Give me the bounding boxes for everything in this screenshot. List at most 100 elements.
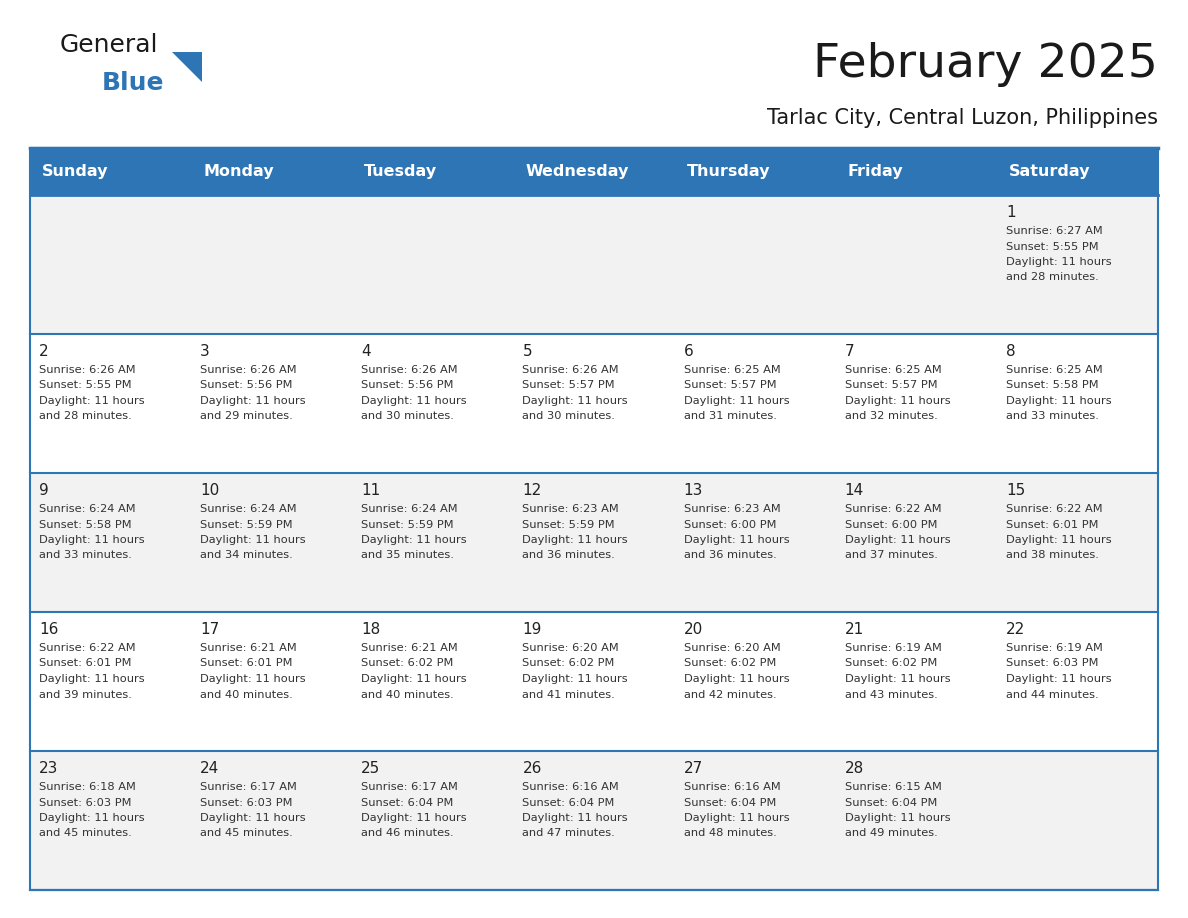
Text: and 36 minutes.: and 36 minutes. [523,551,615,561]
Text: 28: 28 [845,761,864,776]
Text: 10: 10 [200,483,220,498]
Text: Sunset: 6:02 PM: Sunset: 6:02 PM [683,658,776,668]
Text: 3: 3 [200,344,210,359]
Text: 16: 16 [39,622,58,637]
Text: and 28 minutes.: and 28 minutes. [39,411,132,421]
Text: and 33 minutes.: and 33 minutes. [39,551,132,561]
Text: Sunrise: 6:27 AM: Sunrise: 6:27 AM [1006,226,1102,236]
Text: Sunday: Sunday [42,164,108,179]
Bar [30,148,1158,890]
Text: and 47 minutes.: and 47 minutes. [523,829,615,838]
Text: Sunrise: 6:21 AM: Sunrise: 6:21 AM [361,643,459,653]
Text: Sunrise: 6:24 AM: Sunrise: 6:24 AM [200,504,297,514]
Text: 12: 12 [523,483,542,498]
Text: Sunrise: 6:26 AM: Sunrise: 6:26 AM [361,365,457,375]
Bar [30,751,1158,890]
Text: and 36 minutes.: and 36 minutes. [683,551,776,561]
Text: Daylight: 11 hours: Daylight: 11 hours [200,396,305,406]
Text: and 44 minutes.: and 44 minutes. [1006,689,1099,700]
Text: Daylight: 11 hours: Daylight: 11 hours [683,813,789,823]
Text: Sunrise: 6:22 AM: Sunrise: 6:22 AM [1006,504,1102,514]
Text: Sunset: 5:59 PM: Sunset: 5:59 PM [523,520,615,530]
Text: Sunrise: 6:19 AM: Sunrise: 6:19 AM [1006,643,1102,653]
Text: Sunrise: 6:23 AM: Sunrise: 6:23 AM [523,504,619,514]
Text: Daylight: 11 hours: Daylight: 11 hours [1006,535,1112,545]
Text: 25: 25 [361,761,380,776]
Text: Sunset: 5:57 PM: Sunset: 5:57 PM [523,380,615,390]
Text: Sunset: 6:03 PM: Sunset: 6:03 PM [39,798,132,808]
Text: 7: 7 [845,344,854,359]
Text: Daylight: 11 hours: Daylight: 11 hours [523,535,628,545]
Text: 26: 26 [523,761,542,776]
Text: Daylight: 11 hours: Daylight: 11 hours [1006,674,1112,684]
Bar [30,195,1158,334]
Text: Wednesday: Wednesday [525,164,628,179]
Text: Daylight: 11 hours: Daylight: 11 hours [361,674,467,684]
Text: and 48 minutes.: and 48 minutes. [683,829,776,838]
Text: Sunrise: 6:25 AM: Sunrise: 6:25 AM [845,365,941,375]
Text: Daylight: 11 hours: Daylight: 11 hours [39,535,145,545]
Text: and 32 minutes.: and 32 minutes. [845,411,937,421]
Text: Daylight: 11 hours: Daylight: 11 hours [1006,257,1112,267]
Text: Sunset: 6:00 PM: Sunset: 6:00 PM [683,520,776,530]
Text: Daylight: 11 hours: Daylight: 11 hours [39,674,145,684]
Text: Sunset: 5:56 PM: Sunset: 5:56 PM [200,380,292,390]
Text: 14: 14 [845,483,864,498]
Text: and 42 minutes.: and 42 minutes. [683,689,776,700]
Text: Daylight: 11 hours: Daylight: 11 hours [845,813,950,823]
Text: February 2025: February 2025 [813,42,1158,87]
Text: Sunset: 6:00 PM: Sunset: 6:00 PM [845,520,937,530]
Text: Daylight: 11 hours: Daylight: 11 hours [361,813,467,823]
Text: Sunset: 6:03 PM: Sunset: 6:03 PM [1006,658,1099,668]
Text: Daylight: 11 hours: Daylight: 11 hours [683,535,789,545]
Text: 11: 11 [361,483,380,498]
Text: Sunrise: 6:20 AM: Sunrise: 6:20 AM [683,643,781,653]
Text: Sunrise: 6:26 AM: Sunrise: 6:26 AM [39,365,135,375]
Text: Sunset: 5:56 PM: Sunset: 5:56 PM [361,380,454,390]
Text: 2: 2 [39,344,49,359]
Text: Sunset: 6:04 PM: Sunset: 6:04 PM [845,798,937,808]
Text: Daylight: 11 hours: Daylight: 11 hours [845,396,950,406]
Text: Sunrise: 6:24 AM: Sunrise: 6:24 AM [39,504,135,514]
Text: 17: 17 [200,622,220,637]
Text: Daylight: 11 hours: Daylight: 11 hours [200,813,305,823]
Text: Daylight: 11 hours: Daylight: 11 hours [200,674,305,684]
Text: Daylight: 11 hours: Daylight: 11 hours [361,396,467,406]
Text: and 28 minutes.: and 28 minutes. [1006,273,1099,283]
Text: 15: 15 [1006,483,1025,498]
Text: Sunset: 5:59 PM: Sunset: 5:59 PM [361,520,454,530]
Text: and 45 minutes.: and 45 minutes. [200,829,293,838]
Text: Monday: Monday [203,164,273,179]
Text: 22: 22 [1006,622,1025,637]
Text: Friday: Friday [848,164,903,179]
Text: 27: 27 [683,761,703,776]
Text: Sunrise: 6:21 AM: Sunrise: 6:21 AM [200,643,297,653]
Text: Sunrise: 6:23 AM: Sunrise: 6:23 AM [683,504,781,514]
Text: Sunrise: 6:22 AM: Sunrise: 6:22 AM [845,504,941,514]
Text: 6: 6 [683,344,694,359]
Text: Sunrise: 6:22 AM: Sunrise: 6:22 AM [39,643,135,653]
Text: 20: 20 [683,622,703,637]
Text: Sunrise: 6:25 AM: Sunrise: 6:25 AM [1006,365,1102,375]
Text: and 29 minutes.: and 29 minutes. [200,411,293,421]
Text: Daylight: 11 hours: Daylight: 11 hours [523,674,628,684]
Text: 24: 24 [200,761,220,776]
Text: and 38 minutes.: and 38 minutes. [1006,551,1099,561]
Text: and 35 minutes.: and 35 minutes. [361,551,454,561]
Text: and 34 minutes.: and 34 minutes. [200,551,293,561]
Bar [30,473,1158,612]
Text: Blue: Blue [102,71,164,95]
Text: and 39 minutes.: and 39 minutes. [39,689,132,700]
Text: Sunset: 6:01 PM: Sunset: 6:01 PM [1006,520,1099,530]
Text: and 33 minutes.: and 33 minutes. [1006,411,1099,421]
Text: and 37 minutes.: and 37 minutes. [845,551,937,561]
Text: Sunset: 6:02 PM: Sunset: 6:02 PM [361,658,454,668]
Text: General: General [61,33,158,57]
Text: and 43 minutes.: and 43 minutes. [845,689,937,700]
Text: Sunrise: 6:20 AM: Sunrise: 6:20 AM [523,643,619,653]
Text: Sunrise: 6:25 AM: Sunrise: 6:25 AM [683,365,781,375]
Text: Thursday: Thursday [687,164,770,179]
Text: Sunrise: 6:17 AM: Sunrise: 6:17 AM [361,782,459,792]
Text: and 41 minutes.: and 41 minutes. [523,689,615,700]
Text: Sunset: 5:58 PM: Sunset: 5:58 PM [1006,380,1099,390]
